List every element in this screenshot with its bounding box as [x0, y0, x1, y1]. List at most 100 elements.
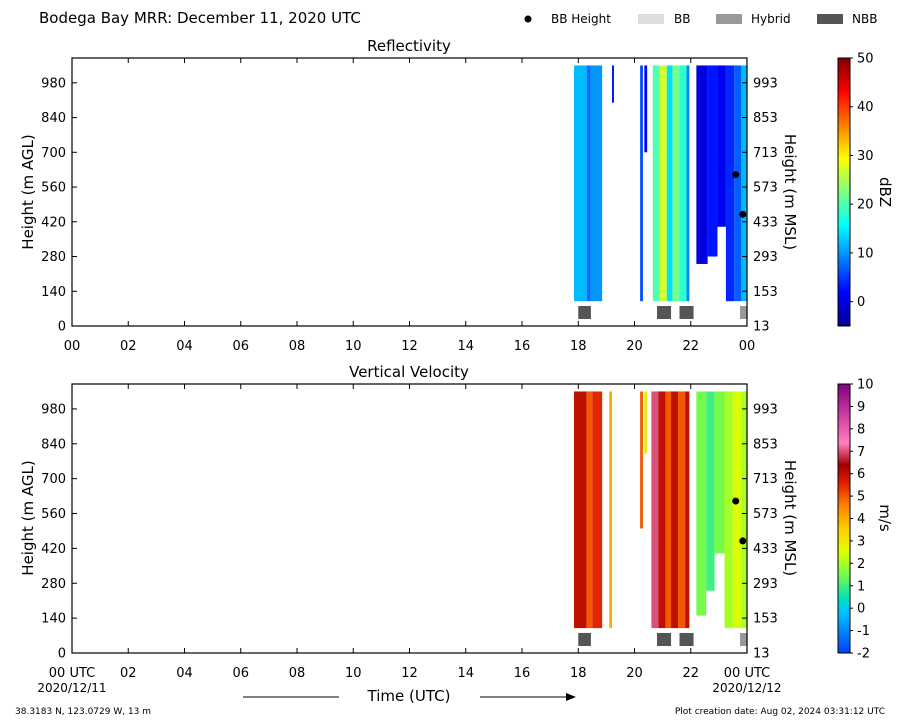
y-tick-label-right: 993 [753, 76, 778, 91]
bb-height-point [739, 210, 747, 218]
x-tick-label: 04 [176, 666, 193, 681]
data-column [686, 65, 690, 302]
velocity-bb-height-points [732, 497, 747, 545]
velocity-left-y-ticks: 0 140 280 420 560 700 840 980 [41, 402, 77, 662]
reflectivity-colorbar-label: dBZ [876, 177, 894, 207]
velocity-colorbar-ticks: -2 -1 0 1 2 3 4 5 6 7 8 9 10 [850, 378, 874, 662]
data-column [678, 391, 686, 629]
data-column [714, 391, 725, 554]
y-tick-label-right: 713 [753, 472, 778, 487]
colorbar-tick-label: 9 [857, 400, 865, 415]
legend-label-nbb: NBB [852, 12, 877, 26]
data-column [609, 391, 612, 629]
y-tick-label-left: 700 [41, 472, 66, 487]
velocity-ylabel-right: Height (m MSL) [781, 460, 799, 576]
bb-type-box-nbb [657, 633, 672, 646]
data-column [574, 391, 587, 629]
x-tick-label: 00 UTC [724, 666, 770, 681]
colorbar-tick-label: 10 [857, 246, 874, 261]
y-tick-label-left: 280 [41, 250, 66, 265]
x-tick-label: 02 [120, 339, 137, 354]
x-tick-label: 14 [457, 666, 474, 681]
colorbar-tick-label: 7 [857, 445, 865, 460]
velocity-bb-type-boxes [578, 633, 747, 646]
y-tick-label-left: 700 [41, 146, 66, 161]
y-tick-label-right: 713 [753, 146, 778, 161]
y-tick-label-left: 0 [58, 647, 66, 662]
legend-label-hybrid: Hybrid [751, 12, 791, 26]
x-tick-label: 08 [289, 339, 306, 354]
data-column [652, 65, 660, 302]
legend-label-bb-height: BB Height [551, 12, 611, 26]
data-column [724, 391, 733, 629]
reflectivity-bb-height-points [732, 171, 747, 218]
data-column [644, 391, 648, 454]
x-tick-label: 18 [570, 339, 587, 354]
colorbar-tick-label: 2 [857, 557, 865, 572]
data-column [717, 65, 726, 227]
data-column [590, 65, 603, 302]
x-tick-label: 20 [626, 339, 643, 354]
reflectivity-bb-type-boxes [578, 306, 747, 319]
x-tick-label: 18 [570, 666, 587, 681]
y-tick-label-right: 293 [753, 250, 778, 265]
legend-label-bb: BB [674, 12, 690, 26]
reflectivity-data-columns [574, 65, 747, 302]
y-tick-label-right: 853 [753, 437, 778, 452]
legend-bb-swatch [638, 14, 664, 24]
start-date-label: 2020/12/11 [37, 681, 106, 695]
data-column [586, 391, 593, 629]
data-column [734, 65, 742, 302]
reflectivity-title: Reflectivity [367, 37, 451, 55]
y-tick-label-left: 840 [41, 111, 66, 126]
x-tick-label: 12 [401, 666, 418, 681]
data-column [651, 391, 659, 629]
colorbar-tick-label: 1 [857, 579, 865, 594]
y-tick-label-right: 433 [753, 215, 778, 230]
velocity-right-y-ticks: 13 153 293 433 573 713 853 993 [742, 402, 778, 662]
x-tick-label: 00 [64, 339, 81, 354]
data-column [658, 391, 666, 629]
colorbar-tick-label: 30 [857, 149, 874, 164]
colorbar-tick-label: 50 [857, 52, 874, 67]
bb-type-box-nbb [679, 306, 694, 319]
colorbar-tick-label: -2 [857, 647, 870, 662]
y-tick-label-right: 573 [753, 181, 778, 196]
data-column [679, 65, 687, 302]
bb-type-box-nbb [578, 306, 591, 319]
colorbar-tick-label: 5 [857, 490, 865, 505]
velocity-ylabel-left: Height (m AGL) [19, 460, 37, 575]
x-axis-label: Time (UTC) [367, 687, 451, 705]
x-tick-label: 10 [345, 339, 362, 354]
x-tick-label: 20 [626, 666, 643, 681]
bb-type-box-nbb [679, 633, 694, 646]
x-tick-label: 22 [682, 666, 699, 681]
x-tick-label: 10 [345, 666, 362, 681]
x-tick-label: 14 [457, 339, 474, 354]
y-tick-label-right: 293 [753, 577, 778, 592]
reflectivity-colorbar-ticks: 0 10 20 30 40 50 [850, 52, 874, 310]
bb-height-point [732, 497, 740, 505]
bb-type-box-hybrid [739, 633, 747, 646]
velocity-x-ticks: 00 UTC 02 04 06 08 10 12 14 16 18 20 22 00 UTC [49, 384, 770, 681]
data-column [741, 391, 747, 629]
x-tick-label: 08 [289, 666, 306, 681]
y-tick-label-left: 420 [41, 542, 66, 557]
colorbar-tick-label: 8 [857, 422, 865, 437]
y-tick-label-right: 153 [753, 612, 778, 627]
colorbar-tick-label: 6 [857, 467, 865, 482]
y-tick-label-left: 140 [41, 285, 66, 300]
velocity-colorbar [837, 383, 851, 654]
figure-title: Bodega Bay MRR: December 11, 2020 UTC [39, 9, 361, 27]
colorbar-tick-label: 10 [857, 378, 874, 393]
y-tick-label-left: 420 [41, 215, 66, 230]
x-tick-label: 06 [232, 339, 249, 354]
data-column [612, 65, 614, 103]
x-tick-label: 22 [682, 339, 699, 354]
data-column [574, 65, 587, 302]
data-column [659, 65, 667, 302]
data-column [644, 65, 648, 153]
y-tick-label-left: 0 [58, 320, 66, 335]
bb-type-box-nbb [657, 306, 672, 319]
